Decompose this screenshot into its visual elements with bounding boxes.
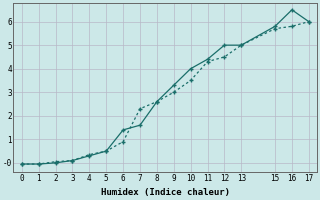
X-axis label: Humidex (Indice chaleur): Humidex (Indice chaleur) (101, 188, 230, 197)
